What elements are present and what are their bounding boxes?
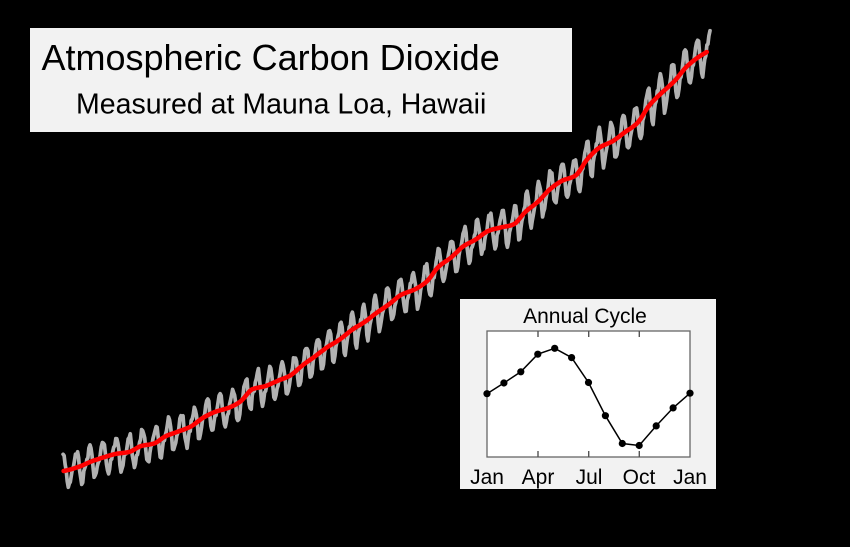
svg-text:Oct: Oct [623, 466, 656, 489]
svg-text:Atmospheric Carbon Dioxide: Atmospheric Carbon Dioxide [42, 37, 500, 78]
svg-text:Jan: Jan [673, 466, 707, 489]
svg-text:Jul: Jul [576, 466, 603, 489]
svg-text:Measured at Mauna Loa, Hawaii: Measured at Mauna Loa, Hawaii [76, 89, 486, 121]
svg-text:Jan: Jan [470, 466, 504, 489]
svg-text:Annual Cycle: Annual Cycle [523, 305, 647, 328]
svg-text:Apr: Apr [522, 466, 555, 489]
